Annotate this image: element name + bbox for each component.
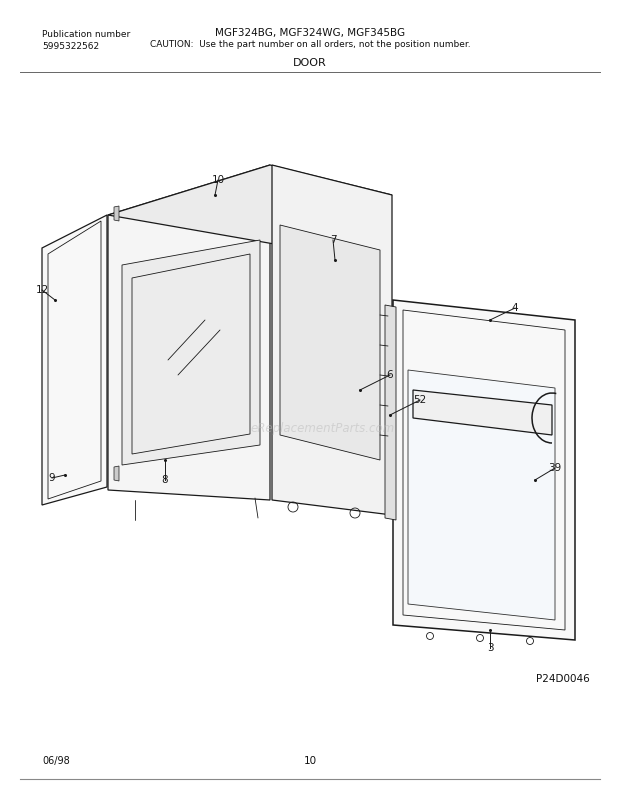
Polygon shape <box>393 300 575 640</box>
Text: CAUTION:  Use the part number on all orders, not the position number.: CAUTION: Use the part number on all orde… <box>149 40 471 49</box>
Text: Publication number: Publication number <box>42 30 130 39</box>
Polygon shape <box>385 305 396 520</box>
Polygon shape <box>272 165 392 515</box>
Polygon shape <box>108 165 392 245</box>
Text: 52: 52 <box>414 395 427 405</box>
Text: eReplacementParts.com: eReplacementParts.com <box>250 422 394 435</box>
Polygon shape <box>413 390 552 435</box>
Polygon shape <box>114 206 119 221</box>
Text: 5995322562: 5995322562 <box>42 42 99 51</box>
Text: 6: 6 <box>387 370 393 380</box>
Polygon shape <box>408 370 555 620</box>
Text: 10: 10 <box>211 175 224 185</box>
Text: 4: 4 <box>512 303 518 313</box>
Polygon shape <box>42 215 107 505</box>
Text: 39: 39 <box>548 463 562 473</box>
Text: P24D0046: P24D0046 <box>536 674 590 684</box>
Text: 7: 7 <box>330 235 336 245</box>
Polygon shape <box>122 240 260 465</box>
Text: 12: 12 <box>35 285 48 295</box>
Text: 06/98: 06/98 <box>42 756 69 766</box>
Polygon shape <box>280 225 380 460</box>
Text: 8: 8 <box>162 475 168 485</box>
Text: DOOR: DOOR <box>293 58 327 68</box>
Text: 9: 9 <box>49 473 55 483</box>
Text: 3: 3 <box>487 643 494 653</box>
Text: MGF324BG, MGF324WG, MGF345BG: MGF324BG, MGF324WG, MGF345BG <box>215 28 405 38</box>
Polygon shape <box>114 466 119 481</box>
Text: 10: 10 <box>303 756 317 766</box>
Polygon shape <box>108 165 270 500</box>
